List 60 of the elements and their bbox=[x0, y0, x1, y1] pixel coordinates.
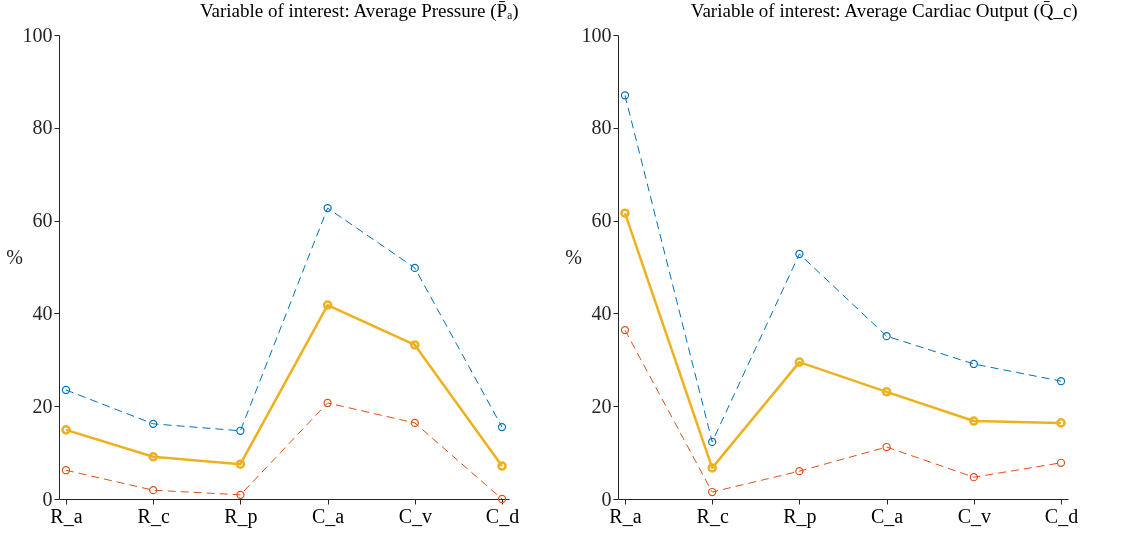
point bbox=[149, 419, 158, 428]
point bbox=[708, 437, 717, 447]
x-tick-label: R_a bbox=[609, 504, 642, 527]
point bbox=[410, 418, 419, 428]
point bbox=[620, 325, 630, 335]
y-tick-label: 100 bbox=[581, 23, 612, 46]
point bbox=[1056, 377, 1066, 386]
x-tick-label: C_d bbox=[1044, 504, 1079, 527]
chart-title: Variable of interest: Average Cardiac Output (Q̄_c) bbox=[690, 0, 1078, 22]
point bbox=[410, 340, 420, 350]
y-tick-label: 80 bbox=[591, 116, 612, 139]
point bbox=[148, 452, 158, 462]
point bbox=[236, 426, 245, 435]
y-axis-title: % bbox=[6, 245, 23, 268]
x-tick-label: R_c bbox=[137, 504, 170, 527]
x-tick-label: C_a bbox=[312, 504, 345, 527]
x-tick-label: C_v bbox=[957, 504, 991, 527]
point bbox=[410, 263, 419, 273]
y-tick-label: 40 bbox=[591, 301, 612, 324]
point bbox=[497, 494, 507, 504]
point bbox=[707, 463, 717, 473]
chart-title: Variable of interest: Average Pressure (P̄ₐ) bbox=[199, 0, 519, 22]
y-tick-label: 0 bbox=[601, 487, 612, 510]
y-tick-label: 20 bbox=[591, 394, 612, 417]
point bbox=[497, 422, 507, 432]
point bbox=[322, 300, 333, 310]
point bbox=[323, 203, 332, 213]
point bbox=[149, 486, 158, 495]
point bbox=[882, 442, 891, 452]
point bbox=[708, 487, 717, 497]
point bbox=[794, 357, 805, 367]
x-tick-label: R_p bbox=[783, 504, 817, 528]
point bbox=[881, 387, 892, 397]
point bbox=[969, 359, 978, 369]
point bbox=[61, 466, 71, 475]
x-tick-label: R_p bbox=[224, 504, 258, 528]
y-tick-label: 40 bbox=[32, 301, 53, 324]
x-tick-label: R_a bbox=[50, 504, 83, 527]
point bbox=[236, 490, 245, 499]
x-tick-label: C_a bbox=[871, 504, 904, 527]
point bbox=[795, 467, 804, 476]
y-tick-label: 60 bbox=[32, 209, 53, 232]
point bbox=[1056, 458, 1066, 467]
y-tick-label: 20 bbox=[32, 394, 53, 417]
point bbox=[795, 249, 804, 259]
y-tick-label: 80 bbox=[32, 116, 53, 139]
point bbox=[969, 416, 979, 426]
point bbox=[620, 91, 630, 100]
point bbox=[235, 459, 246, 469]
point bbox=[969, 473, 978, 482]
y-tick-label: 60 bbox=[591, 209, 612, 232]
x-tick-label: C_v bbox=[398, 504, 432, 527]
x-tick-label: R_c bbox=[696, 504, 729, 527]
y-axis-title: % bbox=[565, 245, 582, 268]
y-tick-label: 100 bbox=[22, 23, 53, 46]
point bbox=[61, 385, 71, 395]
x-tick-label: C_d bbox=[485, 504, 520, 527]
point bbox=[323, 398, 332, 408]
y-tick-label: 0 bbox=[42, 487, 53, 510]
point bbox=[882, 332, 891, 341]
